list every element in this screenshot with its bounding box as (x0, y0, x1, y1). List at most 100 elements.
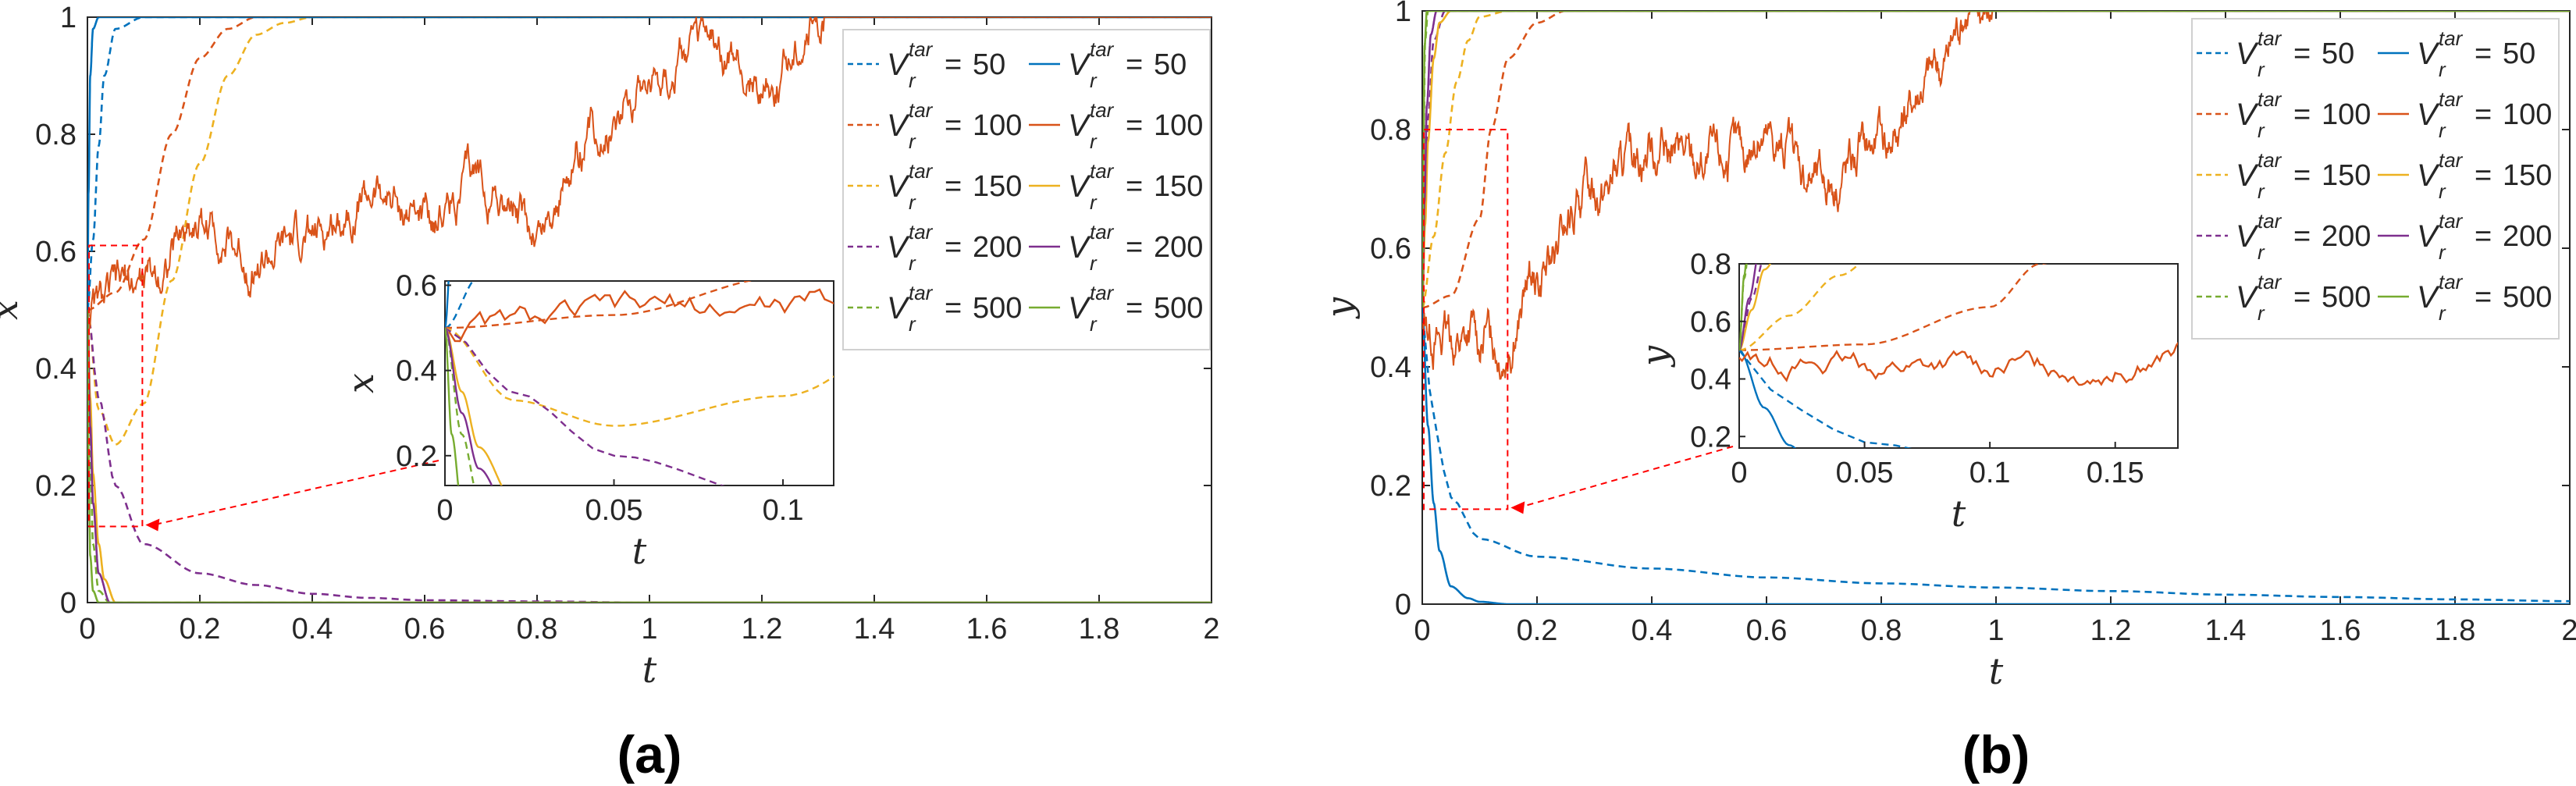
inset-series-line (445, 327, 503, 485)
zoom-box (88, 244, 144, 528)
legend-superscript: tar (1090, 281, 1115, 304)
series-line (1422, 11, 2570, 308)
legend-subscript: r (2439, 58, 2446, 81)
legend-value: 50 (1154, 48, 1187, 81)
legend-value: 500 (1154, 292, 1203, 325)
legend-value: 200 (973, 231, 1022, 264)
inset-y-axis-label: y (1634, 345, 1676, 368)
legend-subscript: r (2258, 240, 2265, 264)
y-tick-label: 1 (60, 2, 76, 34)
series-line (1422, 307, 2570, 604)
inset-y-tick-label: 0.4 (396, 355, 437, 388)
y-tick-label: 0.6 (1370, 233, 1411, 265)
inset-series-line (445, 327, 725, 485)
legend-equals: = (1126, 48, 1143, 81)
legend-equals: = (2475, 159, 2492, 192)
legend-equals: = (1126, 292, 1143, 325)
legend-subscript: r (2258, 301, 2265, 325)
x-tick-label: 1.6 (966, 613, 1008, 646)
x-tick-label: 0.6 (1746, 614, 1788, 647)
x-tick-label: 0.2 (1517, 614, 1558, 647)
legend-value: 200 (2503, 220, 2552, 253)
legend-superscript: tar (2439, 270, 2464, 293)
legend-superscript: tar (2258, 27, 2282, 50)
chart-panel-a: 0 0.2 0.4 0.6 0.8 1 1.2 1.4 1.6 1.8 2 0 0.2 0.4 0.6 0.8… (0, 2, 1220, 784)
inset-x-axis-label: t (632, 530, 647, 572)
legend-subscript: r (909, 190, 916, 214)
inset-series-line (1739, 264, 1763, 351)
legend-superscript: tar (2258, 270, 2282, 293)
zoom-arrow (1518, 446, 1734, 509)
series-line (87, 17, 1212, 329)
legend-value: 200 (2322, 220, 2371, 253)
legend-subscript: r (2258, 58, 2265, 81)
inset-x-tick-label: 0.1 (1969, 457, 2011, 489)
legend-equals: = (2475, 220, 2492, 253)
inset-series-line (1739, 349, 1912, 448)
series-line (1422, 11, 2570, 380)
inset-y-tick-label: 0.2 (396, 440, 437, 473)
x-tick-label: 0.8 (1861, 614, 1902, 647)
x-axis-label: t (1989, 650, 2004, 692)
inset-series-line (1739, 341, 2178, 386)
inset-x-axis-label: t (1952, 493, 1966, 535)
legend-value: 100 (1154, 109, 1203, 142)
y-tick-label: 0.4 (35, 353, 76, 386)
legend-value: 150 (1154, 170, 1203, 203)
y-tick-label: 0 (60, 587, 76, 620)
series-line (1422, 307, 2570, 603)
legend-equals: = (945, 170, 962, 203)
legend-symbol: V (2236, 158, 2259, 193)
y-tick-label: 0.2 (1370, 470, 1411, 503)
legend-symbol: V (887, 230, 910, 265)
legend-symbol: V (2417, 219, 2440, 254)
legend-box (2191, 18, 2560, 340)
x-tick-label: 0.2 (180, 613, 221, 646)
series-line (87, 17, 1212, 311)
panel-label: (b) (1962, 725, 2030, 784)
inset-frame (444, 280, 834, 486)
legend-subscript: r (2439, 301, 2446, 325)
legend-value: 200 (1154, 231, 1203, 264)
x-tick-label: 1.4 (854, 613, 895, 646)
x-tick-label: 1.2 (742, 613, 783, 646)
legend-symbol: V (1068, 48, 1091, 82)
legend-value: 500 (2322, 281, 2371, 314)
legend-superscript: tar (2258, 148, 2282, 172)
legend-subscript: r (1090, 130, 1098, 153)
y-axis-label: x (0, 300, 26, 320)
legend-value: 50 (2322, 37, 2354, 70)
legend-superscript: tar (909, 37, 934, 61)
legend-superscript: tar (1090, 98, 1115, 122)
inset-y-tick-label: 0.2 (1690, 421, 1731, 453)
inset-x-tick-label: 0.1 (763, 494, 804, 527)
legend-superscript: tar (2258, 87, 2282, 111)
inset-x-tick-label: 0 (436, 494, 453, 527)
x-tick-label: 0.8 (517, 613, 558, 646)
x-tick-label: 1.4 (2205, 614, 2247, 647)
legend-equals: = (2293, 281, 2311, 314)
legend-symbol: V (2236, 98, 2259, 132)
legend-symbol: V (887, 108, 910, 143)
x-axis-label: t (642, 649, 657, 691)
inset-y-axis-label: x (340, 373, 382, 393)
x-tick-label: 1.8 (1079, 613, 1120, 646)
legend-superscript: tar (909, 98, 934, 122)
legend-equals: = (1126, 170, 1143, 203)
legend-equals: = (2293, 98, 2311, 131)
legend-symbol: V (2417, 98, 2440, 132)
inset-series-line (445, 281, 753, 329)
legend-box (842, 29, 1211, 350)
inset-series-line (445, 327, 460, 485)
x-tick-label: 1.2 (2090, 614, 2132, 647)
inset-series-line (1739, 264, 1772, 351)
zoom-arrow (153, 460, 439, 526)
legend-subscript: r (1090, 251, 1098, 275)
legend-equals: = (2475, 281, 2492, 314)
series-line (87, 17, 1212, 446)
legend-value: 150 (2503, 159, 2552, 192)
x-tick-label: 0 (79, 613, 95, 646)
legend-subscript: r (1090, 69, 1098, 92)
legend-symbol: V (1068, 169, 1091, 204)
